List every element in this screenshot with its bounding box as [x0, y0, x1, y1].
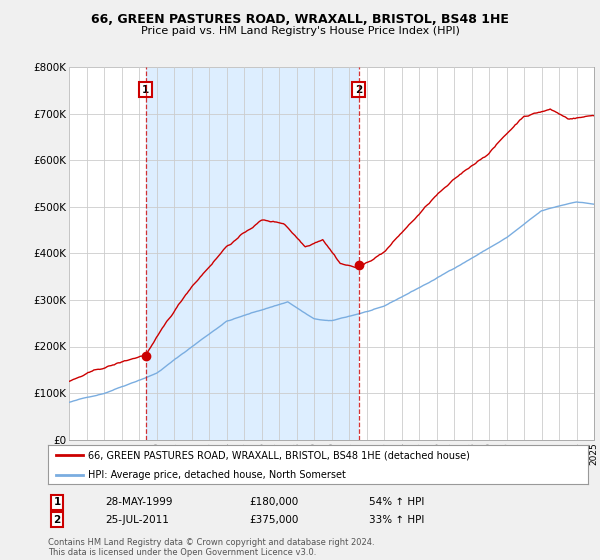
Text: 54% ↑ HPI: 54% ↑ HPI	[369, 497, 424, 507]
Text: 33% ↑ HPI: 33% ↑ HPI	[369, 515, 424, 525]
Text: 1: 1	[142, 85, 149, 95]
Text: 66, GREEN PASTURES ROAD, WRAXALL, BRISTOL, BS48 1HE: 66, GREEN PASTURES ROAD, WRAXALL, BRISTO…	[91, 13, 509, 26]
Bar	[146, 67, 359, 440]
Text: 28-MAY-1999: 28-MAY-1999	[105, 497, 173, 507]
Text: £180,000: £180,000	[249, 497, 298, 507]
Text: 1: 1	[53, 497, 61, 507]
Text: HPI: Average price, detached house, North Somerset: HPI: Average price, detached house, Nort…	[89, 470, 346, 479]
Text: Contains HM Land Registry data © Crown copyright and database right 2024.
This d: Contains HM Land Registry data © Crown c…	[48, 538, 374, 557]
Text: 66, GREEN PASTURES ROAD, WRAXALL, BRISTOL, BS48 1HE (detached house): 66, GREEN PASTURES ROAD, WRAXALL, BRISTO…	[89, 450, 470, 460]
Text: £375,000: £375,000	[249, 515, 298, 525]
Text: Price paid vs. HM Land Registry's House Price Index (HPI): Price paid vs. HM Land Registry's House …	[140, 26, 460, 36]
Text: 2: 2	[355, 85, 362, 95]
Text: 2: 2	[53, 515, 61, 525]
Text: 25-JUL-2011: 25-JUL-2011	[105, 515, 169, 525]
